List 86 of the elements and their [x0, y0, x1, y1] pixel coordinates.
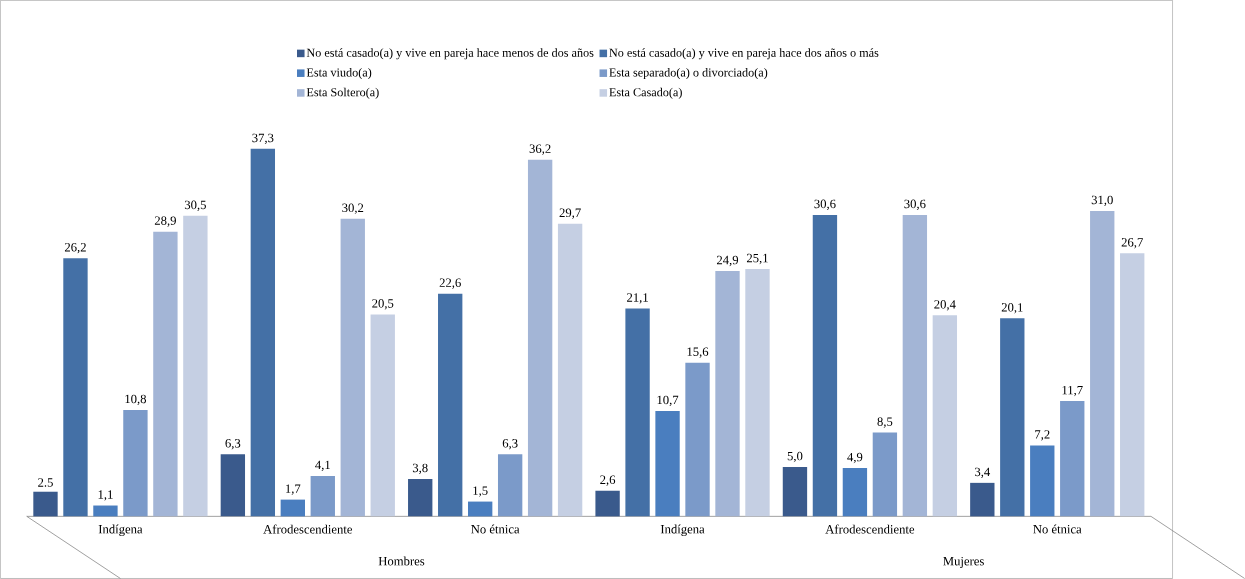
bar — [715, 271, 740, 517]
bar — [220, 454, 246, 517]
data-label: 3,8 — [412, 463, 428, 475]
data-label: 24,9 — [716, 255, 739, 267]
data-label: 30,6 — [814, 199, 836, 211]
data-label: 2.5 — [38, 478, 53, 487]
data-label: 30,6 — [904, 199, 926, 211]
data-label: 26,2 — [64, 243, 86, 254]
bar — [250, 148, 276, 517]
text: Hombres — [378, 556, 425, 566]
x-tick-label: No étnica — [471, 524, 520, 534]
x-tick-label: Indígena — [98, 524, 143, 537]
legend-label: Esta Casado(a) — [609, 87, 682, 99]
bar — [153, 231, 178, 517]
bar — [1000, 318, 1025, 517]
data-label: 20,1 — [1001, 303, 1023, 314]
bar — [370, 314, 395, 517]
bar — [782, 467, 808, 517]
bar — [970, 482, 995, 517]
bar — [812, 214, 838, 517]
bar — [1090, 211, 1115, 517]
bar — [408, 478, 433, 517]
legend-label: Esta Soltero(a) — [306, 87, 379, 99]
bar — [468, 501, 493, 517]
data-label: 36,2 — [529, 144, 551, 155]
bar — [340, 218, 365, 517]
data-label: 30,2 — [342, 203, 364, 214]
data-label: 28,9 — [154, 216, 176, 227]
bar — [497, 454, 523, 517]
data-label: 6,3 — [225, 439, 241, 450]
bar — [1060, 401, 1085, 517]
data-label: 30,5 — [184, 200, 206, 212]
data-label: 5,0 — [787, 451, 803, 463]
data-label: 2,6 — [600, 475, 616, 486]
data-label: 20,4 — [934, 300, 956, 311]
data-label: 1,5 — [473, 486, 488, 497]
bar — [595, 490, 620, 517]
data-label: 11,7 — [1062, 385, 1083, 397]
x-tick-label: Afrodescendiente — [825, 524, 915, 534]
bar — [310, 476, 335, 517]
data-label: 1,1 — [98, 490, 113, 501]
bar — [123, 410, 148, 517]
bar — [932, 315, 958, 517]
bar — [33, 491, 58, 517]
bar — [655, 411, 680, 517]
x-tick-label: Indígena — [660, 524, 705, 537]
legend-label: No está casado(a) y vive en pareja hace menos de dos años — [306, 48, 594, 60]
legend-label: Esta separado(a) o divorciado(a) — [609, 68, 768, 80]
legend-label: No está casado(a) y vive en pareja hace dos años o más — [609, 48, 879, 60]
x-tick-label: No étnica — [1033, 524, 1082, 534]
data-label: 20,5 — [372, 299, 394, 310]
data-label: 10,8 — [125, 394, 147, 406]
data-label: 10,7 — [657, 395, 679, 407]
bar — [527, 159, 553, 517]
bar — [625, 308, 650, 517]
bar — [1030, 445, 1055, 517]
data-label: 26,7 — [1121, 238, 1143, 249]
data-label: 25,1 — [746, 253, 768, 265]
legend-label: Esta viudo(a) — [306, 68, 372, 80]
data-label: 6,3 — [502, 439, 518, 450]
text: Mujeres — [943, 556, 984, 569]
x-tick-label: Afrodescendiente — [263, 524, 353, 534]
data-label: 7,2 — [1035, 430, 1050, 441]
data-label: 15,6 — [687, 347, 709, 358]
data-label: 29,7 — [559, 208, 581, 219]
bar — [63, 258, 88, 517]
bar — [745, 269, 770, 517]
bar — [842, 468, 868, 517]
data-label: 21,1 — [627, 293, 648, 304]
data-label: 3,4 — [975, 467, 991, 479]
bar — [438, 293, 463, 517]
bar — [280, 499, 305, 517]
bar — [93, 505, 118, 517]
data-label: 1,7 — [286, 484, 301, 495]
bar — [872, 432, 898, 517]
data-label: 4,1 — [315, 460, 330, 472]
data-label: 22,6 — [439, 278, 461, 289]
data-label: 31,0 — [1091, 195, 1113, 207]
data-label: 37,3 — [252, 133, 274, 145]
bar — [557, 223, 583, 517]
bar — [685, 362, 710, 517]
bar — [183, 215, 208, 517]
data-label: 4,9 — [847, 452, 863, 464]
data-label: 8,5 — [877, 417, 893, 428]
bar — [902, 214, 928, 517]
bar — [1120, 253, 1145, 517]
